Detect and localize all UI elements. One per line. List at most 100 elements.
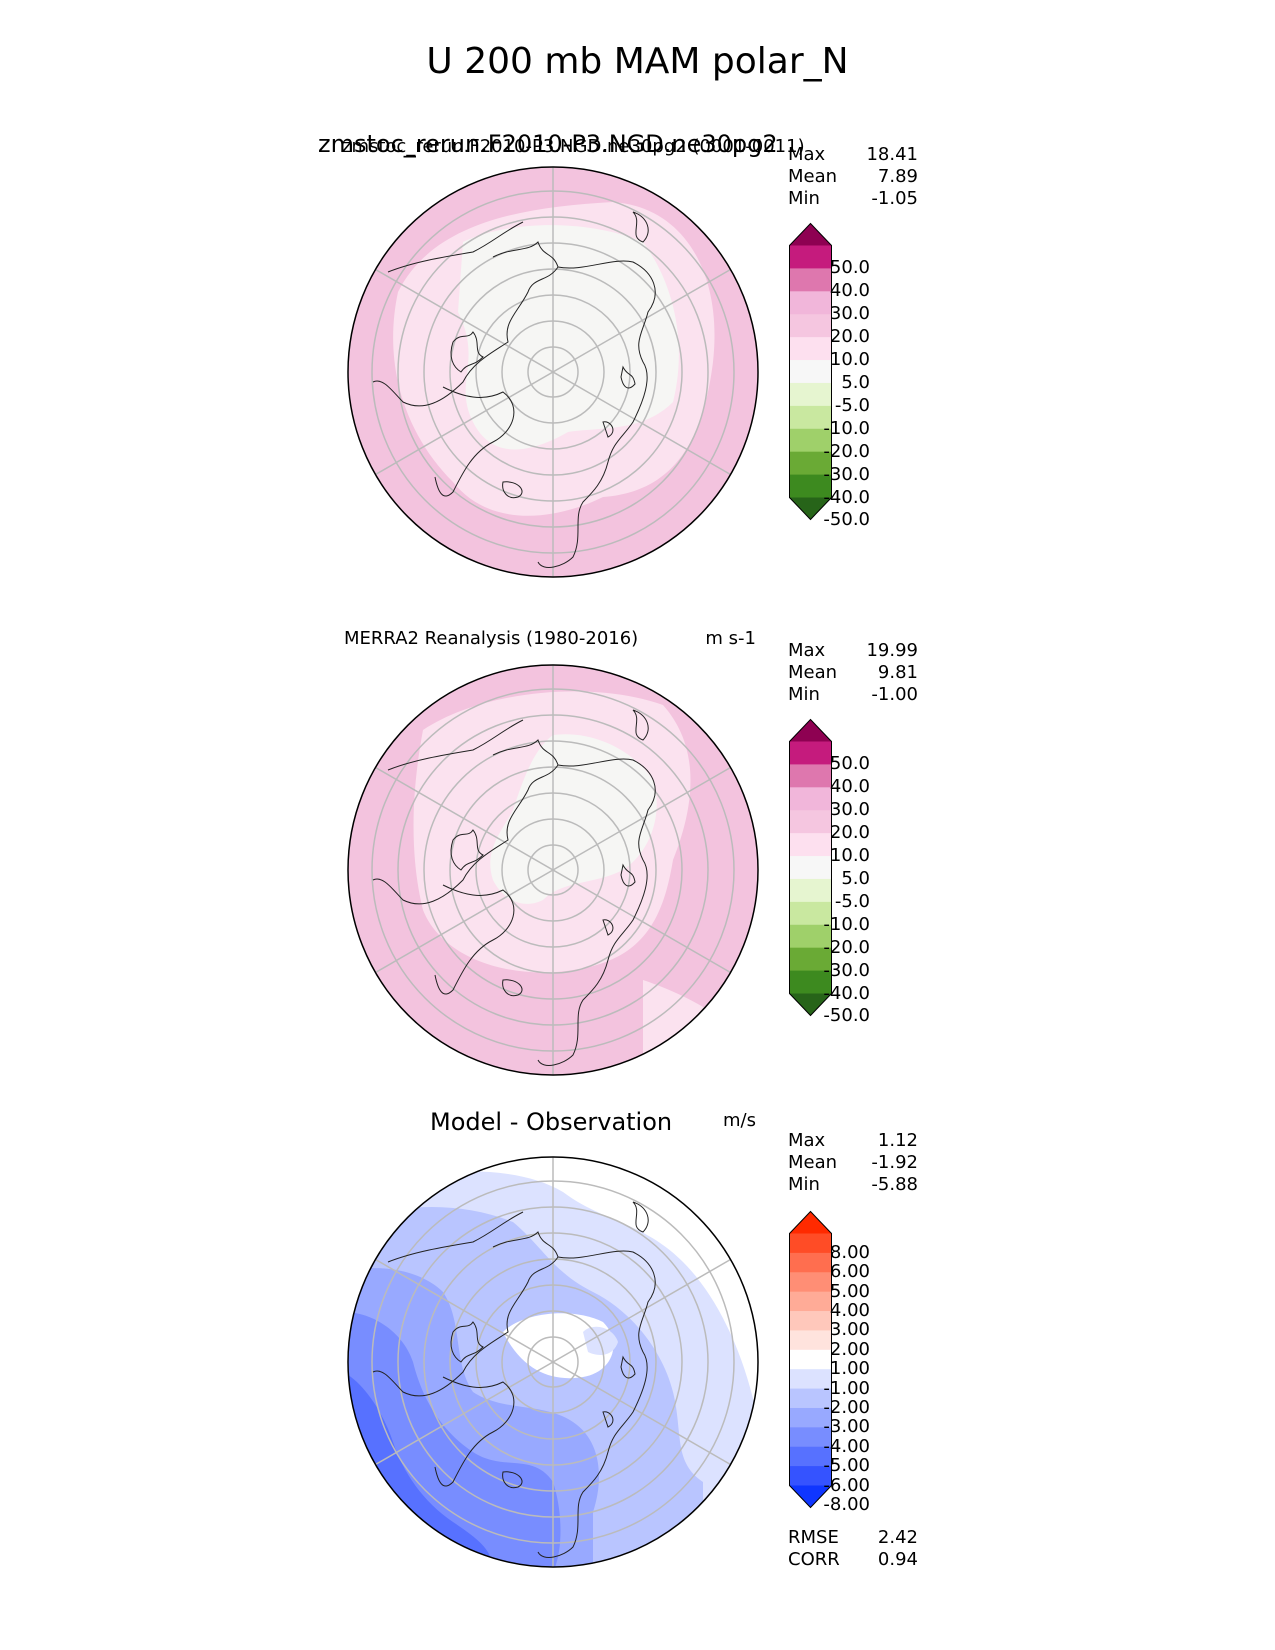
colorbar-tick-label: 5.00 [829,1280,870,1302]
metric-rmse-value: 2.42 [877,1527,918,1548]
stat-min-label: Min [788,1174,820,1195]
polar-map-test [347,166,759,578]
colorbar-segment [789,337,832,361]
colorbar-outline [789,222,832,521]
colorbar-segment [789,1388,832,1409]
colorbar-tick-label: -10.0 [823,913,870,935]
colorbar-segment [789,764,832,788]
colorbar-segment [789,741,832,765]
colorbar-tick-label: 50.0 [829,257,870,279]
colorbar-segment [789,833,832,857]
colorbar-segment [789,1369,832,1390]
colorbar-segment [789,474,832,498]
colorbar-tick-label: -20.0 [823,936,870,958]
colorbar-segment [789,810,832,834]
panel-difference-title: Model - Observation [430,1108,673,1136]
colorbar-outline [789,718,832,1017]
colorbar-tick-label: 20.0 [829,822,870,844]
colorbar-segment [789,268,832,292]
colorbar-segment [789,314,832,338]
colorbar-tick-label: -5.0 [834,890,870,912]
polar-map-reference [347,664,759,1076]
stat-max-value: 1.12 [877,1130,918,1151]
stat-mean-label: Mean [788,166,838,187]
colorbar-segment [789,947,832,972]
colorbar-tick-label: -8.00 [823,1493,870,1515]
stat-min-label: Min [788,188,820,209]
colorbar-segment [789,1291,832,1312]
colorbar-tick-label: -1.00 [823,1377,870,1399]
colorbar-segment [789,360,832,384]
panel-test-title-small: zmstoc_rerun.F2010-P3.NGD.ne30pg2 (0001-… [342,136,805,157]
colorbar-tick-label: 8.00 [829,1241,870,1263]
stat-max-value: 19.99 [866,640,918,661]
colorbar-segment [789,405,832,430]
colorbar-tick-label: 4.00 [829,1300,870,1322]
metric-rmse-label: RMSE [788,1527,839,1548]
colorbar-tick-label: -50.0 [823,509,870,531]
metric-corr-value: 0.94 [877,1549,918,1570]
colorbar-segment [789,451,832,476]
colorbar-tick-label: -6.00 [823,1474,870,1496]
colorbar-extend-top [789,719,832,742]
stat-min-label: Min [788,684,820,705]
colorbar-segment [789,1272,832,1293]
colorbar-tick-label: -2.00 [823,1396,870,1418]
stat-min-value: -1.00 [871,684,918,705]
colorbar-segment [789,245,832,269]
colorbar-segment [789,1427,832,1448]
stat-min-value: -5.88 [871,1174,918,1195]
figure-title: U 200 mb MAM polar_N [426,41,849,82]
stat-max-label: Max [788,640,826,661]
colorbar-tick-label: -4.00 [823,1435,870,1457]
colorbar-tick-label: -30.0 [823,463,870,485]
stat-max-label: Max [788,1130,826,1151]
colorbar-segment [789,1330,832,1351]
colorbar-segment [789,1349,832,1370]
panel-reference-units: m s-1 [705,628,756,649]
colorbar-extend-bottom [789,1485,832,1508]
panel-difference: Model - Observation m/s [0,1110,1275,1610]
colorbar-tick-label: 6.00 [829,1261,870,1283]
colorbar-tick-label: -50.0 [823,1005,870,1027]
colorbar-tick-label: 10.0 [829,845,870,867]
colorbar-tick-label: -5.0 [834,394,870,416]
colorbar-tick-label: -40.0 [823,982,870,1004]
colorbar-segment [789,1252,832,1273]
stat-mean-value: -1.92 [871,1152,918,1173]
colorbar-segment [789,787,832,811]
panel-test: zmstoc_rerun.F2010-P3.NGD.ne30pg2 (0001-… [0,132,1275,650]
colorbar-tick-label: -5.00 [823,1455,870,1477]
stat-mean-label: Mean [788,662,838,683]
colorbar-segment [789,970,832,994]
contour-neg5-5 [490,734,657,904]
colorbar-tick-label: -20.0 [823,440,870,462]
colorbar-tick-label: 30.0 [829,799,870,821]
colorbar-tick-label: -40.0 [823,486,870,508]
colorbar-tick-label: 50.0 [829,753,870,775]
stat-min-value: -1.05 [871,188,918,209]
colorbar-tick-label: 30.0 [829,303,870,325]
colorbar-tick-label: -30.0 [823,959,870,981]
colorbar-segment [789,291,832,315]
colorbar-segment [789,1311,832,1331]
colorbar-extend-top [789,223,832,246]
stat-mean-value: 7.89 [877,166,918,187]
panel-reference: MERRA2 Reanalysis (1980-2016) m s-1 [0,630,1275,1130]
colorbar-tick-label: 2.00 [829,1338,870,1360]
colorbar-tick-label: 40.0 [829,776,870,798]
panel-difference-units: m/s [723,1110,756,1131]
contour-neg5-5 [458,225,679,450]
colorbar-segment [789,878,832,903]
colorbar-segment [789,1407,832,1428]
colorbar-segment [789,901,832,926]
colorbar-segment [789,382,832,407]
colorbar-segment [789,1446,832,1467]
colorbar-extend-bottom [789,497,832,520]
colorbar-segment [789,924,832,949]
colorbar-tick-label: -10.0 [823,417,870,439]
stat-max-label: Max [788,144,826,165]
panel-test-title: zmstoc_rerun.F2010-P3.NGD.ne30pg2 [318,130,778,158]
colorbar-segment [789,856,832,880]
stat-mean-label: Mean [788,1152,838,1173]
